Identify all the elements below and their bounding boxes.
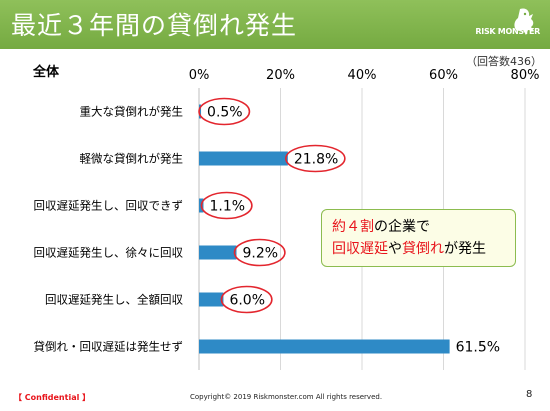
category-label: 貸倒れ・回収遅延は発生せず: [34, 340, 184, 354]
highlight-circles: [198, 97, 346, 314]
risk-monster-logo: RISK MONSTER: [475, 5, 546, 45]
bar: [199, 245, 237, 260]
data-labels: 0.5% 21.8% 1.1% 9.2% 6.0% 61.5%: [207, 105, 500, 356]
category-labels: 重大な貸倒れが発生軽微な貸倒れが発生回収遅延発生し、回収できず回収遅延発生し、徐…: [34, 105, 184, 354]
bar: [199, 104, 202, 119]
x-tick-label: 0%: [189, 68, 210, 83]
callout-text-3: が発生: [444, 241, 486, 257]
slide-title: 最近３年間の貸倒れ発生: [11, 11, 298, 40]
x-tick-label: 80%: [511, 68, 540, 83]
x-tick-label: 60%: [429, 68, 458, 83]
slide-header: 最近３年間の貸倒れ発生 RISK MONSTER: [0, 0, 550, 49]
category-label: 回収遅延発生し、全額回収: [45, 293, 183, 307]
highlight-circle: [198, 97, 251, 126]
copyright-text: Copyright© 2019 Riskmonster.com All righ…: [190, 393, 383, 401]
data-label: 21.8%: [294, 152, 338, 168]
data-label: 6.0%: [229, 293, 265, 309]
callout-line-2: 回収遅延や貸倒れが発生: [332, 238, 505, 260]
callout-highlight-delay: 回収遅延: [332, 241, 388, 257]
chart-title: 全体: [32, 64, 60, 80]
category-label: 回収遅延発生し、回収できず: [34, 199, 184, 213]
bar: [199, 292, 224, 307]
x-axis-ticks: 0% 20% 40% 60% 80%: [189, 68, 540, 83]
callout-highlight-baddebt: 貸倒れ: [402, 241, 444, 257]
highlight-circle: [200, 191, 253, 220]
respondent-count: （回答数436）: [466, 55, 542, 68]
category-label: 回収遅延発生し、徐々に回収: [34, 246, 184, 260]
bar: [199, 339, 450, 354]
callout-highlight-ratio: 約４割: [332, 219, 374, 235]
highlight-circle: [220, 285, 273, 314]
bars: [199, 104, 450, 354]
data-label: 1.1%: [209, 199, 245, 215]
highlight-circle: [233, 238, 286, 267]
confidential-label: 【 Confidential 】: [14, 393, 91, 402]
highlight-circle: [285, 144, 346, 173]
bar: [199, 151, 288, 166]
data-label: 9.2%: [242, 246, 278, 262]
page-number: 8: [526, 389, 533, 400]
category-label: 軽微な貸倒れが発生: [80, 152, 184, 166]
callout-text-1: の企業で: [374, 219, 430, 235]
x-tick-label: 20%: [266, 68, 295, 83]
callout-text-2: や: [388, 241, 402, 257]
dragon-icon: [514, 8, 534, 35]
callout-line-1: 約４割の企業で: [332, 216, 505, 238]
logo-text: RISK MONSTER: [475, 27, 540, 36]
category-label: 重大な貸倒れが発生: [80, 105, 184, 119]
x-tick-label: 40%: [348, 68, 377, 83]
data-label: 61.5%: [456, 340, 500, 356]
callout-box: 約４割の企業で 回収遅延や貸倒れが発生: [321, 209, 516, 267]
data-label: 0.5%: [207, 105, 243, 121]
